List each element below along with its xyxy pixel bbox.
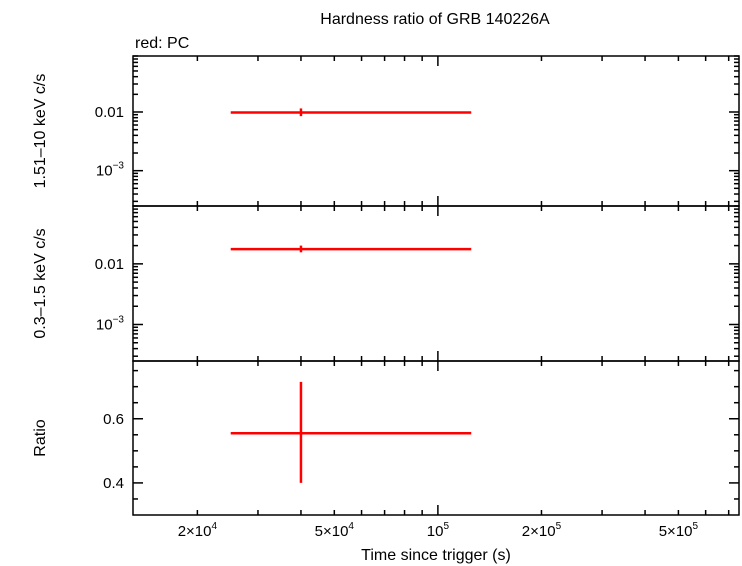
legend-note: red: PC — [135, 35, 189, 52]
x-tick-mantissa: 2×10 — [178, 523, 212, 540]
x-tick-exponent: 4 — [211, 521, 217, 532]
x-tick-label: 2×105 — [522, 521, 562, 540]
y-tick-label: 0.6 — [103, 411, 124, 428]
panel-hard-band: 0.01 10−3 1.51–10 keV c/s — [32, 55, 740, 207]
panel-ratio: 0.6 0.4 Ratio — [32, 360, 740, 516]
x-tick-mantissa: 10 — [427, 523, 444, 540]
y-tick-label: 0.4 — [103, 475, 124, 492]
x-tick-label: 5×104 — [315, 521, 355, 540]
panel-frame — [132, 205, 740, 362]
x-tick-exponent: 5 — [443, 521, 449, 532]
x-tick-labels: 2×104 5×104 105 2×105 5×105 — [178, 521, 699, 540]
panel-frame — [132, 360, 740, 516]
y-axis-label-soft-band: 0.3–1.5 keV c/s — [32, 228, 49, 338]
y-tick-mantissa: 10 — [96, 163, 113, 180]
x-tick-label: 5×105 — [659, 521, 699, 540]
y-tick-mantissa: 10 — [96, 316, 113, 333]
x-axis-label: Time since trigger (s) — [361, 547, 511, 564]
panel-frame — [132, 55, 740, 207]
x-tick-label: 2×104 — [178, 521, 218, 540]
x-tick-exponent: 5 — [556, 521, 562, 532]
y-tick-label: 10−3 — [96, 314, 125, 333]
x-tick-mantissa: 5×10 — [315, 523, 349, 540]
x-tick-exponent: 4 — [348, 521, 354, 532]
y-tick-exponent: −3 — [113, 161, 125, 172]
y-tick-label: 0.01 — [95, 104, 124, 121]
y-axis-label-ratio: Ratio — [32, 419, 49, 456]
y-tick-label: 10−3 — [96, 161, 125, 180]
x-tick-mantissa: 5×10 — [659, 523, 693, 540]
y-tick-label: 0.01 — [95, 256, 124, 273]
y-tick-exponent: −3 — [113, 314, 125, 325]
panel-soft-band: 0.01 10−3 0.3–1.5 keV c/s — [32, 205, 740, 362]
y-axis-label-hard-band: 1.51–10 keV c/s — [32, 74, 49, 189]
x-tick-mantissa: 2×10 — [522, 523, 556, 540]
x-tick-exponent: 5 — [693, 521, 699, 532]
x-tick-label: 105 — [427, 521, 450, 540]
chart-title: Hardness ratio of GRB 140226A — [320, 11, 550, 28]
